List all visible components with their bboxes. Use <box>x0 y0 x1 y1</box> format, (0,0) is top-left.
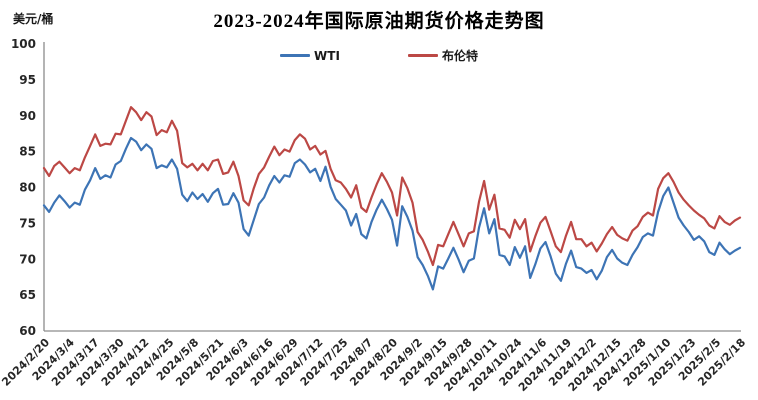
y-tick-label: 65 <box>19 288 36 302</box>
legend: WTI 布伦特 <box>0 47 758 64</box>
y-tick-label: 70 <box>19 252 36 266</box>
brent-line <box>42 105 742 267</box>
y-tick-label: 60 <box>19 324 36 338</box>
legend-swatch-brent <box>407 54 438 57</box>
y-tick-label: 75 <box>19 216 36 230</box>
y-axis-unit-label: 美元/桶 <box>13 12 54 26</box>
y-tick-label: 95 <box>19 73 36 87</box>
y-tick-label: 85 <box>19 145 36 159</box>
legend-label: 布伦特 <box>441 49 478 63</box>
legend-label: WTI <box>314 48 340 63</box>
legend-item-brent: 布伦特 <box>407 47 478 64</box>
y-tick-label: 90 <box>19 109 36 123</box>
y-tick-label: 80 <box>19 181 36 195</box>
chart-title: 2023-2024年国际原油期货价格走势图 <box>213 11 545 32</box>
wti-line <box>42 136 742 291</box>
y-tick-label: 100 <box>11 37 36 51</box>
legend-swatch-wti <box>280 54 311 57</box>
legend-item-wti: WTI <box>280 49 340 63</box>
